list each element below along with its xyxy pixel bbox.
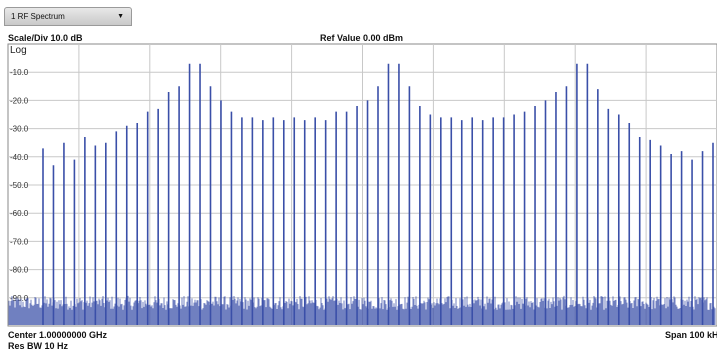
y-tick-label: -50.0 [10, 181, 29, 190]
ref-value-readout: Ref Value 0.00 dBm [320, 33, 404, 43]
y-tick-label: -20.0 [10, 96, 29, 105]
center-frequency-readout: Center 1.00000000 GHz [8, 330, 108, 340]
y-tick-label: -40.0 [10, 153, 29, 162]
scale-div-readout: Scale/Div 10.0 dB [8, 33, 83, 43]
y-tick-label: -30.0 [10, 125, 29, 134]
y-tick-label: -80.0 [10, 266, 29, 275]
tab-label: 1 RF Spectrum [11, 12, 65, 21]
dropdown-caret-icon[interactable]: ▼ [117, 13, 124, 20]
y-tick-label: -90.0 [10, 294, 29, 303]
span-readout: Span 100 kH [665, 330, 717, 340]
res-bw-readout: Res BW 10 Hz [8, 341, 69, 351]
y-tick-label: -70.0 [10, 237, 29, 246]
rf-spectrum-tab[interactable]: 1 RF Spectrum ▼ [4, 7, 132, 26]
noise-floor-trace [8, 295, 716, 325]
y-tick-label: -60.0 [10, 209, 29, 218]
scale-type-label: Log [10, 45, 27, 56]
y-tick-label: -10.0 [10, 68, 29, 77]
